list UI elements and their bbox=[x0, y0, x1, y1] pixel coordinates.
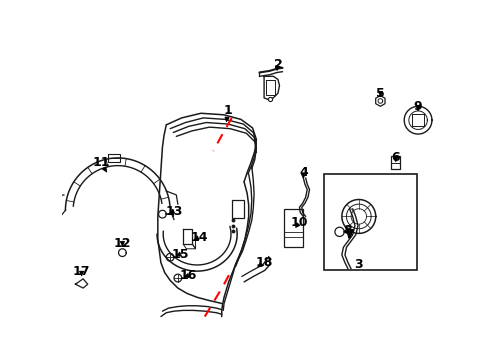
Bar bbox=[284, 209, 302, 247]
Text: 2: 2 bbox=[273, 58, 282, 71]
Text: 3: 3 bbox=[354, 258, 363, 271]
Bar bbox=[324, 174, 416, 270]
Text: 6: 6 bbox=[391, 150, 399, 164]
Text: 4: 4 bbox=[298, 166, 307, 179]
Text: 14: 14 bbox=[190, 231, 208, 244]
Text: 16: 16 bbox=[179, 269, 196, 282]
Text: 18: 18 bbox=[255, 256, 272, 269]
Text: 17: 17 bbox=[73, 265, 90, 278]
Text: 12: 12 bbox=[113, 237, 131, 250]
Text: 11: 11 bbox=[92, 156, 109, 172]
Text: 9: 9 bbox=[413, 100, 422, 113]
Text: 10: 10 bbox=[290, 216, 307, 229]
Bar bbox=[231, 199, 244, 218]
Text: 8: 8 bbox=[342, 224, 351, 237]
Bar bbox=[390, 156, 400, 169]
Text: 5: 5 bbox=[375, 87, 384, 100]
Text: 15: 15 bbox=[171, 248, 188, 261]
Text: 13: 13 bbox=[165, 204, 183, 217]
Bar bbox=[107, 154, 120, 162]
Text: 7: 7 bbox=[345, 228, 353, 240]
Text: 1: 1 bbox=[223, 104, 232, 121]
